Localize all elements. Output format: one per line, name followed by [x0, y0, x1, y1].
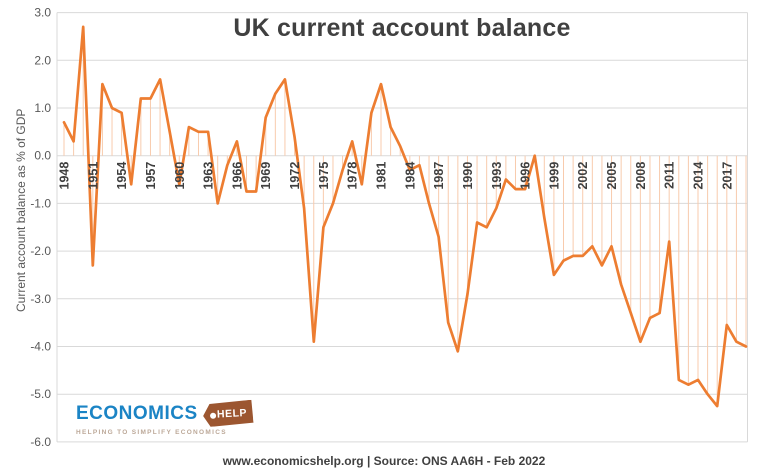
- x-tick-label: 1975: [317, 162, 331, 190]
- x-tick-label: 1960: [173, 162, 187, 190]
- logo-tag-icon: HELP: [202, 400, 253, 428]
- logo-tagline: HELPING TO SIMPLIFY ECONOMICS: [76, 429, 227, 436]
- y-tick-label: -5.0: [30, 387, 51, 401]
- y-axis-title: Current account balance as % of GDP: [14, 108, 28, 312]
- x-tick-label: 1993: [490, 162, 504, 190]
- y-tick-label: 1.0: [34, 101, 51, 115]
- x-tick-label: 2002: [576, 162, 590, 190]
- y-tick-label: -6.0: [30, 435, 51, 449]
- x-tick-label: 2011: [663, 162, 677, 189]
- x-tick-label: 2014: [691, 162, 705, 190]
- economicshelp-logo: ECONOMICS HELP HELPING TO SIMPLIFY ECONO…: [76, 401, 253, 436]
- x-tick-label: 1990: [461, 162, 475, 190]
- x-tick-label: 2005: [605, 162, 619, 190]
- source-footer: www.economicshelp.org | Source: ONS AA6H…: [222, 454, 546, 468]
- x-tick-label: 1966: [230, 162, 244, 190]
- x-tick-label: 1969: [259, 162, 273, 190]
- x-tick-label: 1996: [519, 162, 533, 190]
- x-tick-label: 1987: [432, 162, 446, 190]
- x-tick-label: 1954: [115, 162, 129, 190]
- x-tick-label: 1978: [346, 162, 360, 190]
- logo-wordmark: ECONOMICS: [76, 402, 198, 424]
- x-tick-label: 1984: [403, 162, 417, 190]
- x-tick-label: 1972: [288, 162, 302, 190]
- chart-title: UK current account balance: [233, 14, 571, 42]
- x-tick-label: 1951: [86, 162, 100, 190]
- x-tick-label: 1963: [202, 162, 216, 190]
- y-tick-label: 2.0: [34, 53, 51, 67]
- y-tick-label: -4.0: [30, 340, 51, 354]
- x-tick-label: 1999: [547, 162, 561, 190]
- x-tick-label: 2017: [720, 162, 734, 190]
- y-tick-label: -1.0: [30, 196, 51, 210]
- x-tick-label: 1957: [144, 162, 158, 190]
- tag-hole-icon: [210, 413, 216, 419]
- x-tick-label: 2008: [634, 162, 648, 190]
- y-tick-label: 3.0: [34, 6, 51, 20]
- series-line: [62, 25, 748, 408]
- x-tick-label: 1948: [58, 162, 72, 190]
- y-tick-label: -3.0: [30, 292, 51, 306]
- x-tick-label: 1981: [374, 162, 388, 190]
- y-tick-label: 0.0: [34, 149, 51, 163]
- y-tick-label: -2.0: [30, 244, 51, 258]
